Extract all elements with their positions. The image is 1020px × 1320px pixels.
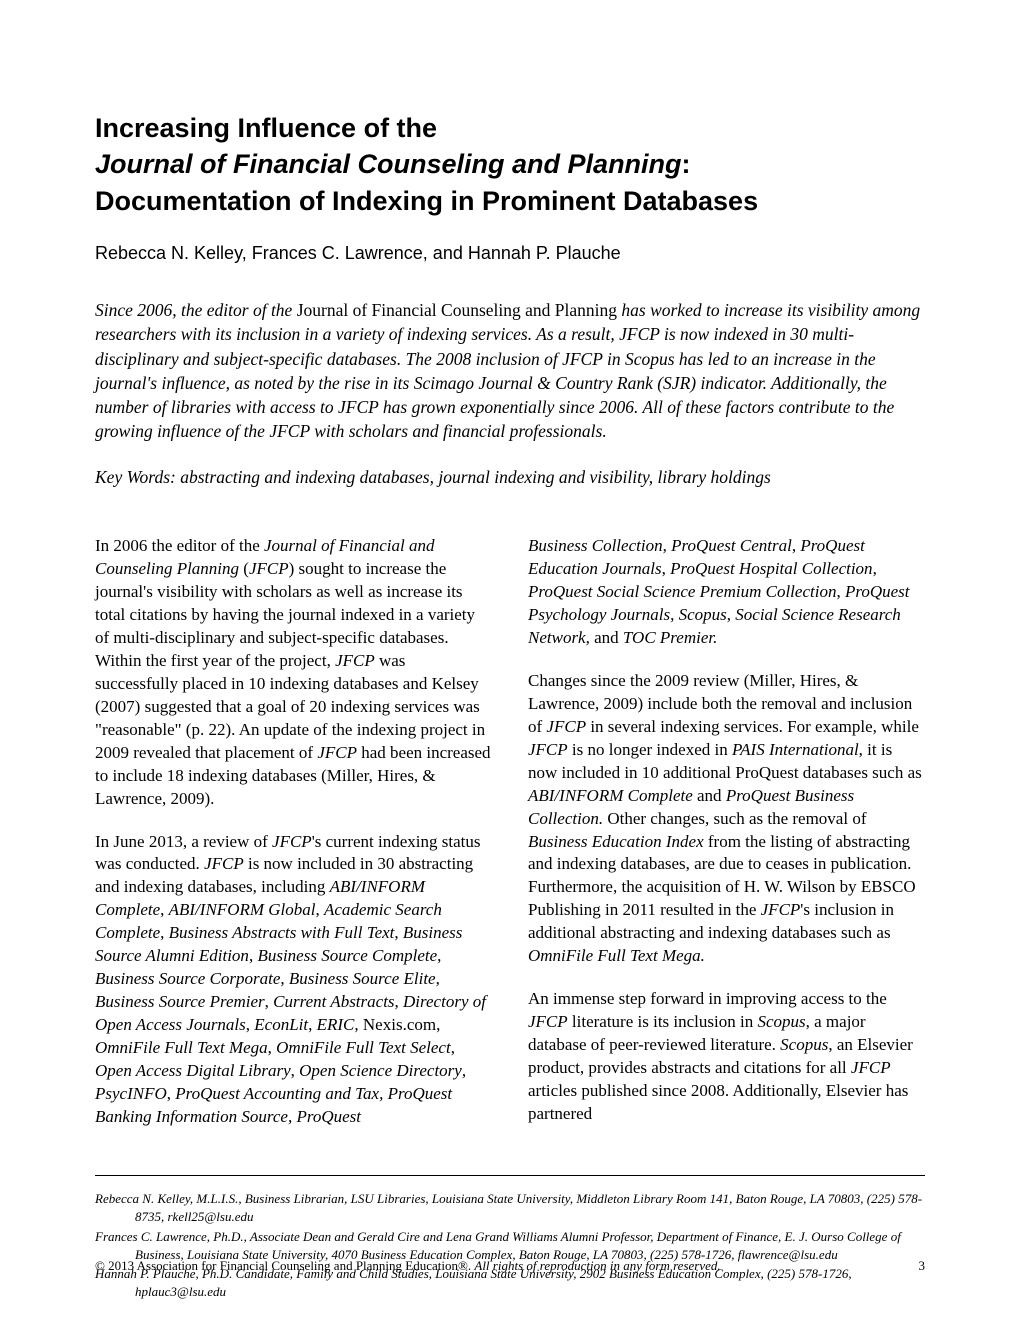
copyright-rights: All rights of reproduction in any form r… — [474, 1258, 720, 1273]
abstract-journal-name: Journal of Financial Counseling and Plan… — [297, 300, 617, 320]
body-paragraph: An immense step forward in improving acc… — [528, 988, 925, 1126]
copyright: © 2013 Association for Financial Counsel… — [95, 1258, 721, 1274]
copyright-text: © 2013 Association for Financial Counsel… — [95, 1258, 474, 1273]
keywords: Key Words: abstracting and indexing data… — [95, 465, 925, 489]
body-paragraph: Business Collection, ProQuest Central, P… — [528, 535, 925, 650]
body-paragraph: Changes since the 2009 review (Miller, H… — [528, 670, 925, 968]
author-notes: Rebecca N. Kelley, M.L.I.S., Business Li… — [95, 1175, 925, 1302]
abstract-prefix: Since 2006, the editor of the — [95, 300, 297, 320]
page-footer: © 2013 Association for Financial Counsel… — [95, 1258, 925, 1274]
author-note: Rebecca N. Kelley, M.L.I.S., Business Li… — [95, 1190, 925, 1226]
abstract: Since 2006, the editor of the Journal of… — [95, 298, 925, 443]
page-number: 3 — [919, 1258, 926, 1274]
article-title: Increasing Influence of the Journal of F… — [95, 110, 925, 219]
column-left: In 2006 the editor of the Journal of Fin… — [95, 535, 492, 1148]
abstract-rest: has worked to increase its visibility am… — [95, 300, 920, 441]
body-paragraph: In June 2013, a review of JFCP's current… — [95, 831, 492, 1129]
column-right: Business Collection, ProQuest Central, P… — [528, 535, 925, 1148]
body-columns: In 2006 the editor of the Journal of Fin… — [95, 535, 925, 1148]
body-paragraph: In 2006 the editor of the Journal of Fin… — [95, 535, 492, 810]
title-line2-italic: Journal of Financial Counseling and Plan… — [95, 149, 682, 179]
authors: Rebecca N. Kelley, Frances C. Lawrence, … — [95, 243, 925, 264]
title-line2-suffix: : — [682, 149, 691, 179]
title-line3: Documentation of Indexing in Prominent D… — [95, 186, 758, 216]
title-line1: Increasing Influence of the — [95, 113, 437, 143]
